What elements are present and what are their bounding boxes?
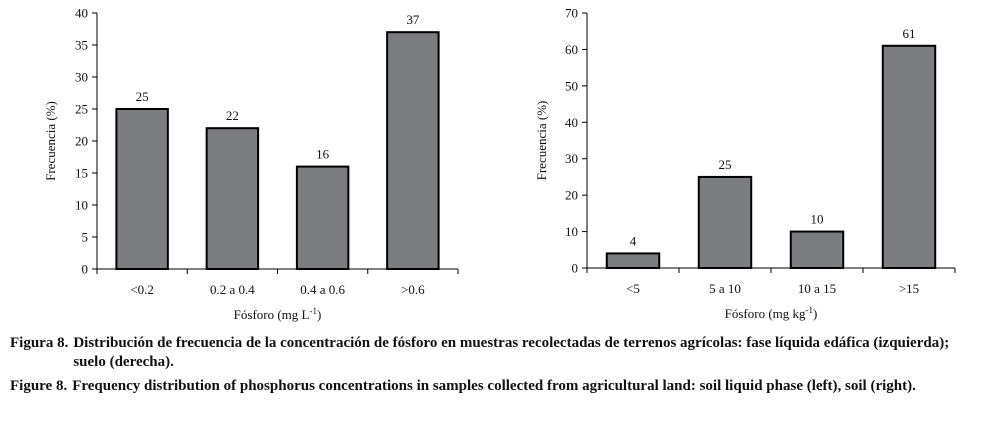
x-axis-title: Fósforo (mg L-1) <box>234 306 322 322</box>
y-tick-label: 50 <box>565 78 578 93</box>
caption-spanish: Figura 8. Distribución de frecuencia de … <box>10 334 980 372</box>
data-label: 25 <box>136 89 149 104</box>
y-axis-title: Frecuencia (%) <box>43 101 58 181</box>
x-tick-label: 0.4 a 0.6 <box>300 282 345 297</box>
y-tick-label: 40 <box>75 6 88 21</box>
data-label: 25 <box>719 157 732 172</box>
y-tick-label: 10 <box>565 224 578 239</box>
caption-english-label: Figure 8. <box>10 378 68 394</box>
x-axis-title: Fósforo (mg kg-1) <box>725 305 818 321</box>
data-label: 61 <box>903 26 916 41</box>
bar <box>115 108 169 270</box>
x-tick-label: >15 <box>899 281 919 296</box>
bar <box>605 252 661 270</box>
bar <box>205 127 260 270</box>
caption-spanish-label: Figura 8. <box>10 335 69 351</box>
caption-english-text: Frequency distribution of phosphorus con… <box>72 378 916 394</box>
y-tick-label: 20 <box>565 188 578 203</box>
y-tick-label: 40 <box>565 115 578 130</box>
bar <box>386 31 440 271</box>
x-tick-label: >0.6 <box>401 282 425 297</box>
bar <box>881 44 937 269</box>
data-label: 10 <box>811 212 824 227</box>
chart-2: 0 10 20 30 40 50 60 70 4 <5 25 5 a 10 10 10 a 15 61 >15… <box>534 6 956 321</box>
caption-spanish-text: Distribución de frecuencia de la concent… <box>73 335 950 370</box>
data-label: 37 <box>406 12 420 27</box>
x-tick-label: 5 a 10 <box>709 281 741 296</box>
bar <box>295 165 350 271</box>
y-tick-label: 20 <box>75 134 88 149</box>
chart-1: 0 5 10 15 20 25 30 35 40 25 <0.2 22 0.2 a 0.4 16 0.4 a… <box>43 6 459 322</box>
y-tick-label: 30 <box>75 70 88 85</box>
x-tick-label: <5 <box>626 281 640 296</box>
y-axis-title: Frecuencia (%) <box>534 101 549 181</box>
y-tick-label: 25 <box>75 102 88 117</box>
y-tick-label: 35 <box>75 38 88 53</box>
y-tick-label: 10 <box>75 198 88 213</box>
y-tick-label: 0 <box>82 262 89 277</box>
y-tick-label: 70 <box>565 6 578 21</box>
y-tick-label: 30 <box>565 151 578 166</box>
bar <box>789 230 845 269</box>
x-tick-label: 10 a 15 <box>798 281 836 296</box>
y-tick-label: 15 <box>75 166 88 181</box>
y-tick-label: 60 <box>565 42 578 57</box>
x-tick-label: <0.2 <box>130 282 154 297</box>
y-tick-label: 5 <box>82 230 89 245</box>
y-tick-label: 0 <box>572 261 579 276</box>
bar <box>697 175 753 269</box>
data-label: 4 <box>630 233 637 248</box>
caption-english: Figure 8. Frequency distribution of phos… <box>10 377 980 396</box>
data-label: 22 <box>226 108 239 123</box>
x-tick-label: 0.2 a 0.4 <box>210 282 255 297</box>
data-label: 16 <box>316 147 330 162</box>
